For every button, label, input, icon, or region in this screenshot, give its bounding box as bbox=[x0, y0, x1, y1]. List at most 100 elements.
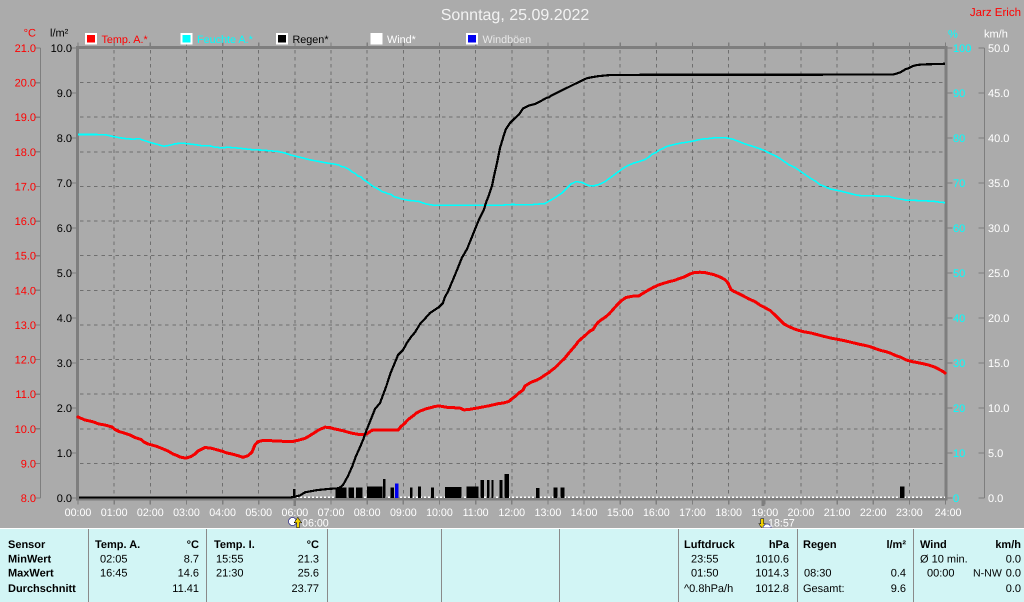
svg-text:40.0: 40.0 bbox=[988, 133, 1009, 145]
svg-text:hPa: hPa bbox=[769, 539, 790, 551]
svg-text:13.0: 13.0 bbox=[15, 320, 36, 332]
svg-text:Temp. A.*: Temp. A.* bbox=[102, 34, 149, 46]
svg-text:Regen*: Regen* bbox=[293, 34, 330, 46]
svg-text:Windböen: Windböen bbox=[483, 34, 532, 46]
svg-text:18.0: 18.0 bbox=[15, 147, 36, 159]
svg-text:35.0: 35.0 bbox=[988, 178, 1009, 190]
svg-text:100: 100 bbox=[953, 43, 971, 55]
svg-text:Jarz Erich: Jarz Erich bbox=[970, 7, 1021, 19]
svg-text:0.0: 0.0 bbox=[1006, 553, 1021, 565]
svg-text:04:00: 04:00 bbox=[209, 507, 236, 519]
svg-text:0.0: 0.0 bbox=[988, 493, 1003, 505]
svg-text:Temp. I.: Temp. I. bbox=[214, 539, 255, 551]
svg-text:°C: °C bbox=[307, 539, 319, 551]
svg-text:0.4: 0.4 bbox=[891, 567, 906, 579]
svg-text:19.0: 19.0 bbox=[15, 112, 36, 124]
svg-text:°C: °C bbox=[187, 539, 199, 551]
svg-text:30.0: 30.0 bbox=[988, 223, 1009, 235]
svg-text:03:00: 03:00 bbox=[173, 507, 200, 519]
svg-text:Sonntag, 25.09.2022: Sonntag, 25.09.2022 bbox=[441, 7, 590, 24]
svg-text:22:00: 22:00 bbox=[860, 507, 887, 519]
svg-text:16:00: 16:00 bbox=[643, 507, 670, 519]
svg-text:9.0: 9.0 bbox=[21, 458, 36, 470]
svg-text:5.0: 5.0 bbox=[988, 448, 1003, 460]
svg-text:Gesamt:: Gesamt: bbox=[803, 583, 845, 595]
svg-text:01:00: 01:00 bbox=[101, 507, 128, 519]
svg-text:14:00: 14:00 bbox=[571, 507, 598, 519]
svg-text:24:00: 24:00 bbox=[935, 507, 962, 519]
svg-text:21.3: 21.3 bbox=[298, 553, 319, 565]
svg-text:09:00: 09:00 bbox=[390, 507, 417, 519]
svg-text:11.0: 11.0 bbox=[15, 389, 36, 401]
svg-text:21:30: 21:30 bbox=[216, 567, 244, 579]
svg-text:0.0: 0.0 bbox=[1006, 583, 1021, 595]
svg-text:9.0: 9.0 bbox=[57, 88, 72, 100]
svg-text:02:00: 02:00 bbox=[137, 507, 164, 519]
svg-text:60: 60 bbox=[953, 223, 965, 235]
svg-text:^0.8hPa/h: ^0.8hPa/h bbox=[684, 583, 733, 595]
svg-text:11.41: 11.41 bbox=[172, 583, 199, 595]
svg-text:80: 80 bbox=[953, 133, 965, 145]
svg-text:2.0: 2.0 bbox=[57, 403, 72, 415]
svg-text:l/m²: l/m² bbox=[50, 28, 69, 40]
svg-text:25.6: 25.6 bbox=[298, 567, 319, 579]
svg-text:1014.3: 1014.3 bbox=[755, 567, 789, 579]
svg-text:12.0: 12.0 bbox=[15, 355, 36, 367]
svg-text:10.0: 10.0 bbox=[15, 424, 36, 436]
svg-text:Wind*: Wind* bbox=[387, 34, 417, 46]
svg-text:0.0: 0.0 bbox=[1006, 567, 1021, 579]
svg-text:1012.8: 1012.8 bbox=[755, 583, 789, 595]
svg-text:18:00: 18:00 bbox=[715, 507, 742, 519]
svg-text:MaxWert: MaxWert bbox=[8, 567, 54, 579]
svg-text:15:00: 15:00 bbox=[607, 507, 634, 519]
svg-text:14.0: 14.0 bbox=[15, 285, 36, 297]
svg-text:13:00: 13:00 bbox=[535, 507, 562, 519]
svg-text:20.0: 20.0 bbox=[15, 78, 36, 90]
svg-text:1.0: 1.0 bbox=[57, 448, 72, 460]
svg-text:19:00: 19:00 bbox=[751, 507, 778, 519]
svg-text:20.0: 20.0 bbox=[988, 313, 1009, 325]
svg-text:70: 70 bbox=[953, 178, 965, 190]
svg-text:8.7: 8.7 bbox=[184, 553, 199, 565]
svg-text:23:55: 23:55 bbox=[691, 553, 719, 565]
svg-text:1010.6: 1010.6 bbox=[755, 553, 789, 565]
svg-text:00:00: 00:00 bbox=[65, 507, 92, 519]
svg-text:30: 30 bbox=[953, 358, 965, 370]
svg-text:23.77: 23.77 bbox=[291, 583, 319, 595]
svg-text:MinWert: MinWert bbox=[8, 553, 52, 565]
svg-text:6.0: 6.0 bbox=[57, 223, 72, 235]
svg-text:7.0: 7.0 bbox=[57, 178, 72, 190]
svg-text:11:00: 11:00 bbox=[463, 507, 489, 519]
svg-text:10.0: 10.0 bbox=[988, 403, 1009, 415]
svg-text:9.6: 9.6 bbox=[891, 583, 906, 595]
svg-text:25.0: 25.0 bbox=[988, 268, 1009, 280]
svg-text:14.6: 14.6 bbox=[178, 567, 199, 579]
svg-text:8.0: 8.0 bbox=[21, 493, 36, 505]
svg-text:Feuchte A.*: Feuchte A.* bbox=[197, 34, 254, 46]
svg-text:20: 20 bbox=[953, 403, 965, 415]
svg-text:15:55: 15:55 bbox=[216, 553, 244, 565]
svg-text:4.0: 4.0 bbox=[57, 313, 72, 325]
svg-text:21:00: 21:00 bbox=[824, 507, 851, 519]
svg-text:00:00: 00:00 bbox=[927, 567, 955, 579]
svg-text:°C: °C bbox=[24, 28, 36, 40]
svg-text:07:00: 07:00 bbox=[318, 507, 345, 519]
svg-text:Regen: Regen bbox=[803, 539, 837, 551]
svg-text:0.0: 0.0 bbox=[57, 493, 72, 505]
svg-text:Temp. A.: Temp. A. bbox=[95, 539, 140, 551]
svg-text:12:00: 12:00 bbox=[498, 507, 525, 519]
svg-text:10: 10 bbox=[953, 448, 965, 460]
svg-text:05:00: 05:00 bbox=[245, 507, 272, 519]
svg-text:3.0: 3.0 bbox=[57, 358, 72, 370]
svg-text:%: % bbox=[948, 29, 958, 41]
svg-text:20:00: 20:00 bbox=[788, 507, 815, 519]
svg-text:02:05: 02:05 bbox=[100, 553, 128, 565]
svg-text:40: 40 bbox=[953, 313, 965, 325]
svg-text:Luftdruck: Luftdruck bbox=[684, 539, 736, 551]
svg-text:01:50: 01:50 bbox=[691, 567, 719, 579]
svg-text:N-NW: N-NW bbox=[973, 567, 1002, 579]
svg-text:08:30: 08:30 bbox=[804, 567, 832, 579]
svg-text:Durchschnitt: Durchschnitt bbox=[8, 583, 76, 595]
svg-text:50: 50 bbox=[953, 268, 965, 280]
svg-text:0: 0 bbox=[953, 493, 959, 505]
